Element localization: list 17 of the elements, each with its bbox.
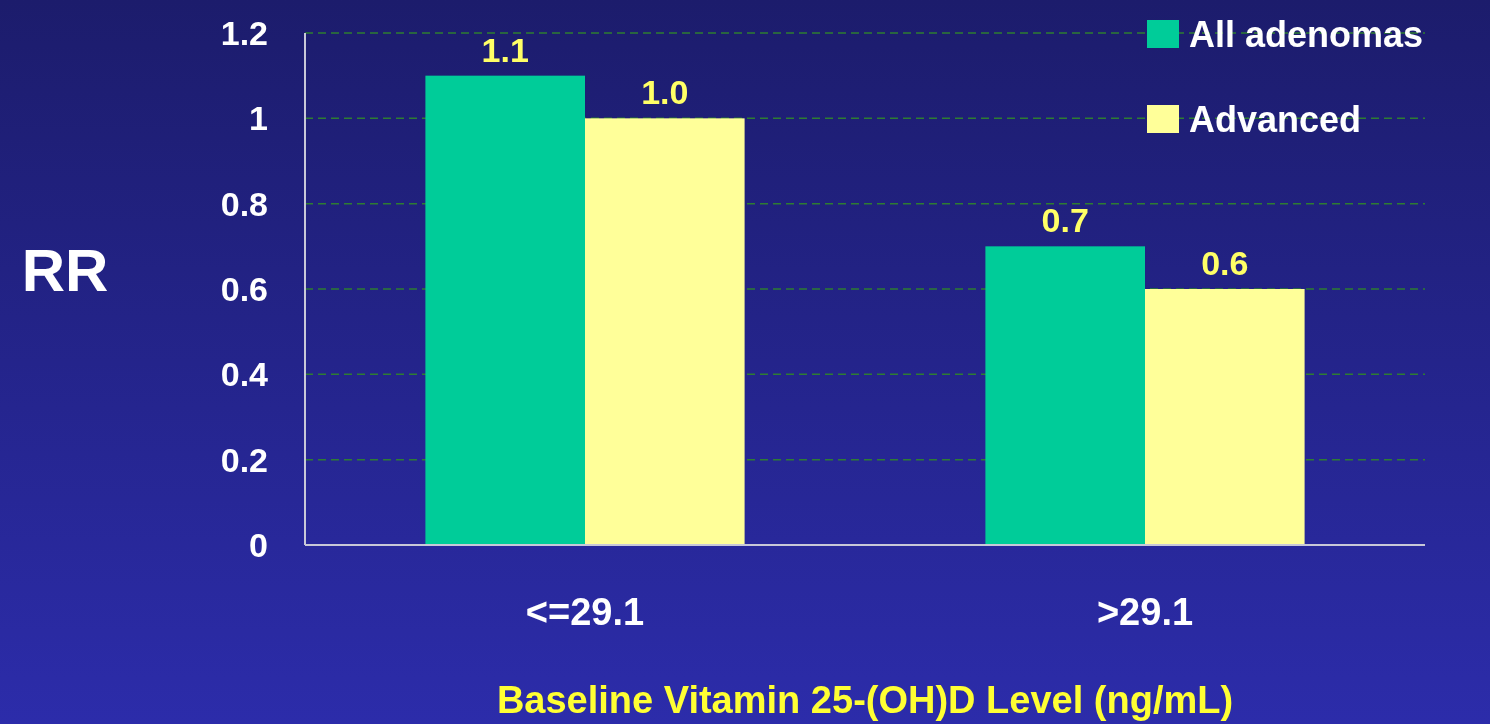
x-tick-label: <=29.1 [525, 591, 645, 634]
data-label: 0.7 [1041, 201, 1089, 240]
x-tick-label: >29.1 [1096, 591, 1194, 634]
y-tick-label: 1 [249, 99, 268, 138]
x-axis-title: Baseline Vitamin 25-(OH)D Level (ng/mL) [496, 679, 1234, 722]
y-tick-label: 0.8 [220, 184, 268, 223]
y-tick-label: 0.6 [220, 269, 268, 308]
legend-label: Advanced [1189, 98, 1362, 140]
y-tick-label: 0.4 [220, 355, 269, 394]
legend-label: All adenomas [1189, 13, 1424, 55]
y-tick-label: 0.2 [220, 440, 268, 479]
data-label: 1.0 [641, 73, 689, 112]
y-tick-label: 1.2 [220, 13, 268, 52]
y-tick-label: 0 [249, 525, 268, 564]
y-axis-title: RR [21, 237, 109, 304]
data-label: 1.1 [481, 30, 529, 69]
data-label: 0.6 [1201, 244, 1249, 282]
